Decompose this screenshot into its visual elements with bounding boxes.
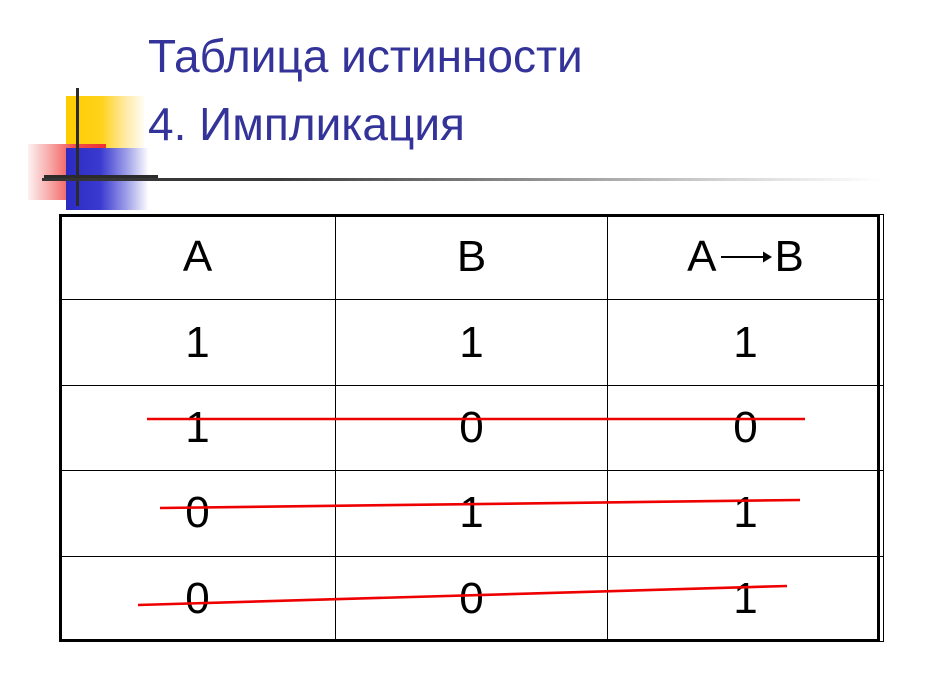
logo-vertical-line	[76, 88, 79, 206]
cell-r4-result: 1	[607, 555, 884, 643]
table-header-row: A B A B	[59, 213, 884, 301]
table-row: 1 1 1	[59, 299, 884, 386]
header-cell-implication: A B	[607, 213, 884, 301]
title-divider	[42, 178, 882, 181]
arrow-right-icon	[719, 248, 773, 266]
table-row: 0 0 1	[59, 555, 884, 643]
cell-r4-b: 0	[335, 555, 608, 643]
table-row: 1 0 0	[59, 384, 884, 472]
title-line-2: 4. Импликация	[148, 98, 465, 150]
cell-r2-b: 0	[335, 384, 608, 472]
cell-r3-b: 1	[335, 470, 608, 557]
title-line-1: Таблица истинности	[148, 30, 583, 82]
cell-r2-result: 0	[607, 384, 884, 472]
header-operand-b: B	[774, 232, 804, 282]
header-cell-a: A	[59, 213, 336, 301]
truth-table: A B A B 1	[59, 213, 884, 643]
cell-r4-a: 0	[59, 555, 336, 643]
logo-horizontal-line	[44, 175, 158, 178]
header-operand-a: A	[687, 232, 717, 282]
cell-r1-result: 1	[607, 299, 884, 386]
cell-r1-b: 1	[335, 299, 608, 386]
table-row: 0 1 1	[59, 470, 884, 557]
decorative-logo	[28, 88, 158, 210]
header-cell-b: B	[335, 213, 608, 301]
slide-title: Таблица истинности 4. Импликация	[148, 22, 908, 158]
cell-r3-a: 0	[59, 470, 336, 557]
cell-r1-a: 1	[59, 299, 336, 386]
cell-r2-a: 1	[59, 384, 336, 472]
cell-r3-result: 1	[607, 470, 884, 557]
